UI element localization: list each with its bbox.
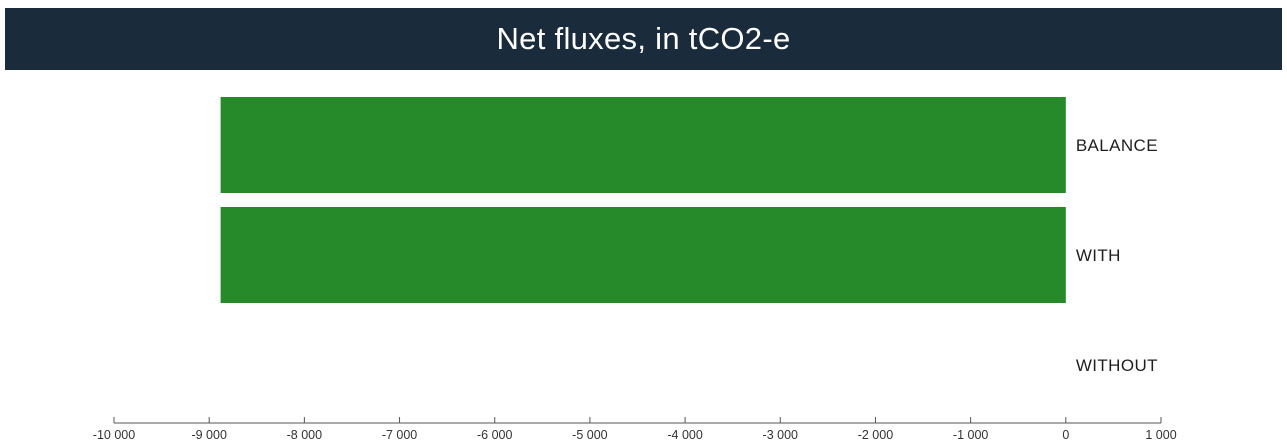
category-label-without: WITHOUT	[1076, 356, 1158, 375]
bars-group	[220, 97, 1066, 303]
x-tick-label: 0	[1062, 428, 1069, 442]
x-tick-label: -9 000	[191, 428, 226, 442]
x-axis: -10 000 -9 000 -8 000 -7 000 -6 000 -5 000 -4 …	[93, 417, 1177, 442]
bar-with[interactable]	[220, 207, 1066, 303]
x-tick-label: 1 000	[1145, 428, 1176, 442]
category-label-with: WITH	[1076, 246, 1121, 265]
x-tick-label: -3 000	[763, 428, 798, 442]
chart-title-bar: Net fluxes, in tCO2-e	[5, 8, 1282, 70]
x-tick-label: -2 000	[858, 428, 893, 442]
x-tick-label: -6 000	[477, 428, 512, 442]
x-tick-label: -1 000	[953, 428, 988, 442]
x-tick-label: -7 000	[382, 428, 417, 442]
x-tick-label: -8 000	[287, 428, 322, 442]
x-tick-label: -10 000	[93, 428, 135, 442]
x-tick-label: -5 000	[572, 428, 607, 442]
chart-title: Net fluxes, in tCO2-e	[496, 21, 791, 56]
bar-balance[interactable]	[220, 97, 1066, 193]
category-labels: BALANCE WITH WITHOUT	[1076, 136, 1158, 375]
category-label-balance: BALANCE	[1076, 136, 1158, 155]
x-tick-label: -4 000	[667, 428, 702, 442]
